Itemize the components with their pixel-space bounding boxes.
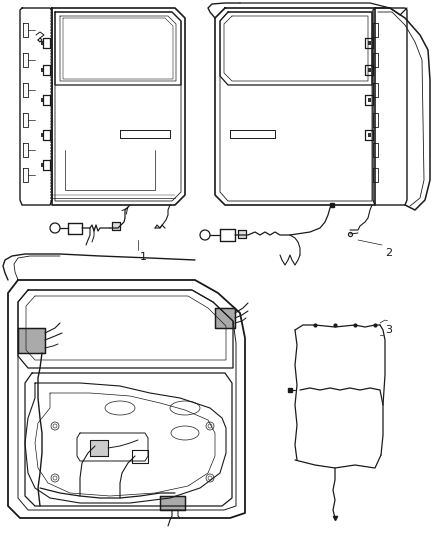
Polygon shape bbox=[215, 308, 235, 328]
Polygon shape bbox=[112, 222, 120, 230]
Text: 1: 1 bbox=[140, 252, 147, 262]
Polygon shape bbox=[368, 133, 371, 137]
Polygon shape bbox=[41, 98, 44, 102]
Polygon shape bbox=[368, 98, 371, 102]
Polygon shape bbox=[41, 41, 44, 45]
Polygon shape bbox=[368, 68, 371, 72]
Text: 2: 2 bbox=[385, 248, 392, 258]
Polygon shape bbox=[90, 440, 108, 456]
Polygon shape bbox=[41, 133, 44, 137]
Polygon shape bbox=[41, 68, 44, 72]
Polygon shape bbox=[41, 163, 44, 167]
Polygon shape bbox=[160, 496, 185, 510]
Polygon shape bbox=[18, 328, 45, 353]
Polygon shape bbox=[368, 41, 371, 45]
Text: 3: 3 bbox=[385, 325, 392, 335]
Polygon shape bbox=[238, 230, 246, 238]
